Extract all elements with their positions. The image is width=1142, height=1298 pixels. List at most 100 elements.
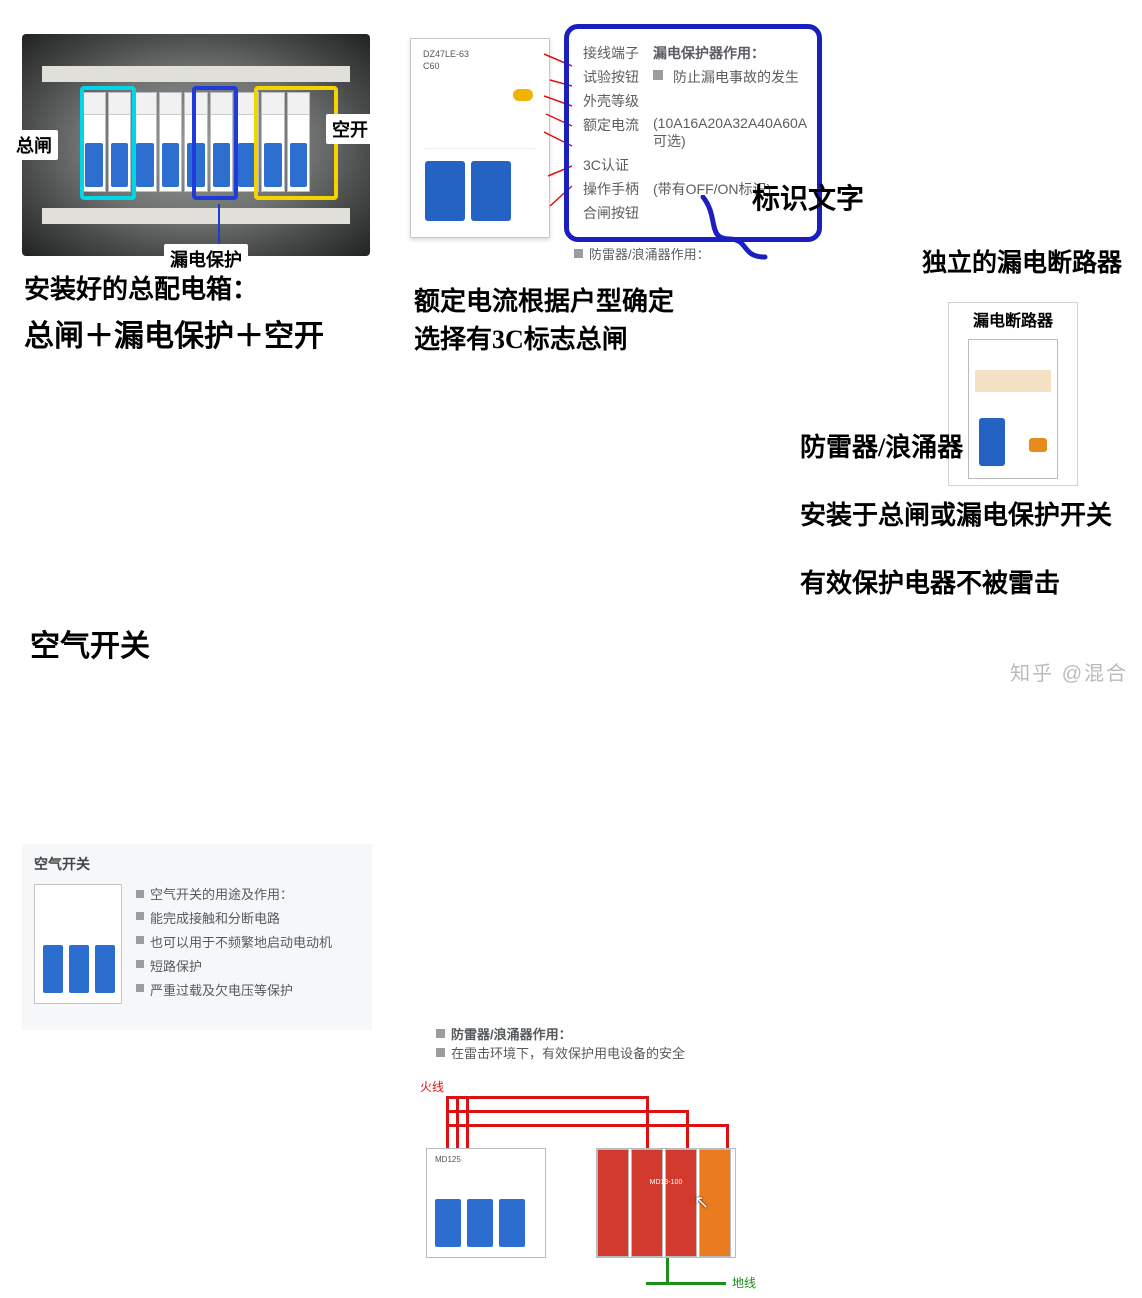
- rcbo-caption-1: 额定电流根据户型确定: [414, 284, 674, 320]
- rcbo-test-button: [513, 89, 533, 101]
- cursor-icon: ↖: [694, 1192, 709, 1213]
- wire-ground: [646, 1282, 726, 1285]
- air-item: 能完成接触和分断电路: [136, 908, 332, 927]
- rcd-title: 漏电断路器: [949, 303, 1077, 331]
- mcb-lever: [467, 1199, 493, 1247]
- air-title: 空气开关: [34, 854, 360, 874]
- spec-row: 试验按钮 防止漏电事故的发生: [583, 67, 803, 87]
- air-heading: 空气开关的用途及作用：: [136, 884, 332, 903]
- air-card: 空气开关 空气开关的用途及作用： 能完成接触和分断电路 也可以用于不频繁地启动电…: [22, 844, 372, 1030]
- surge-panel: 防雷器/浪涌器作用： 在雷击环境下，有效保护用电设备的安全 火线 MD125 M…: [396, 1016, 776, 1294]
- top-rail: [42, 66, 350, 82]
- air-device: [34, 884, 122, 1004]
- breaker-row: [82, 92, 310, 192]
- spec-title: 漏电保护器作用：: [653, 43, 765, 63]
- wire-live: [686, 1110, 689, 1150]
- rcd-lever: [979, 418, 1005, 466]
- wire-live: [446, 1110, 686, 1113]
- surge-caption-2: 安装于总闸或漏电保护开关: [800, 498, 1112, 534]
- breaker: [210, 92, 234, 192]
- tag-main: 总闸: [10, 130, 58, 160]
- wire-live: [646, 1096, 649, 1150]
- mcb-block: MD125: [426, 1148, 546, 1258]
- spec-effect: 防止漏电事故的发生: [673, 67, 799, 87]
- rcd-indicator-panel: [975, 370, 1051, 392]
- spd-module: [665, 1149, 697, 1257]
- air-lever: [69, 945, 89, 993]
- surge-desc-title: 防雷器/浪涌器作用：: [436, 1024, 762, 1043]
- rcd-device: [968, 339, 1058, 479]
- wire-ground: [666, 1258, 669, 1282]
- breaker: [261, 92, 285, 192]
- surge-desc-title-text: 防雷器/浪涌器作用：: [451, 1024, 572, 1043]
- air-item-text: 短路保护: [150, 956, 202, 975]
- surge-caption-3: 有效保护电器不被雷击: [800, 566, 1060, 602]
- rcd-panel: 漏电断路器: [948, 302, 1078, 486]
- breaker: [108, 92, 132, 192]
- spd-module: [631, 1149, 663, 1257]
- rcbo-device: DZ47LE-63 C60: [410, 38, 550, 238]
- distbox-panel: 总闸 空开 漏电保护: [22, 34, 370, 256]
- label-ground: 地线: [732, 1274, 756, 1291]
- wire-live: [726, 1124, 729, 1150]
- spec-row: 额定电流(10A16A20A32A40A60A可选): [583, 115, 803, 151]
- distbox-caption-1: 安装好的总配电箱：: [24, 272, 258, 308]
- air-list: 能完成接触和分断电路 也可以用于不频繁地启动电动机 短路保护 严重过载及欠电压等…: [136, 908, 332, 999]
- rcbo-model: DZ47LE-63: [423, 49, 469, 59]
- rcd-test-button: [1029, 438, 1047, 452]
- spec-key: 额定电流: [583, 115, 643, 135]
- surge-caption-1: 防雷器/浪涌器: [800, 430, 963, 466]
- spec-key: 合闸按钮: [583, 203, 643, 223]
- wire-live: [446, 1096, 646, 1099]
- rcbo-subtitle-text: 防雷器/浪涌器作用：: [589, 244, 710, 263]
- rcbo-face: [425, 69, 535, 149]
- wire-live: [446, 1096, 449, 1150]
- air-item-text: 严重过载及欠电压等保护: [150, 980, 293, 999]
- rcbo-lever-1: [425, 161, 465, 221]
- rcd-caption: 独立的漏电断路器: [922, 246, 1122, 281]
- spd-block: MD13-100: [596, 1148, 736, 1258]
- breaker: [82, 92, 106, 192]
- annotation-label: 标识文字: [752, 180, 864, 219]
- air-heading-text: 空气开关的用途及作用：: [150, 884, 293, 903]
- spd-module: [597, 1149, 629, 1257]
- air-item: 严重过载及欠电压等保护: [136, 980, 332, 999]
- label-live: 火线: [420, 1078, 444, 1095]
- bullet-icon: [574, 249, 583, 258]
- spec-key: 外壳等级: [583, 91, 643, 111]
- spec-key: 接线端子: [583, 43, 643, 63]
- rcbo-subtitle: 防雷器/浪涌器作用：: [574, 244, 710, 263]
- wire-live: [456, 1096, 459, 1150]
- air-text-col: 空气开关的用途及作用： 能完成接触和分断电路 也可以用于不频繁地启动电动机 短路…: [136, 884, 332, 1004]
- air-lever: [43, 945, 63, 993]
- tag-mcb: 空开: [326, 114, 374, 144]
- breaker: [287, 92, 311, 192]
- spd-label: MD13-100: [603, 1179, 729, 1186]
- distbox-photo: [22, 34, 370, 256]
- rcbo-lever-2: [471, 161, 511, 221]
- air-caption: 空气开关: [30, 626, 150, 668]
- spec-key: 试验按钮: [583, 67, 643, 87]
- spec-row: 接线端子 漏电保护器作用：: [583, 43, 803, 63]
- spec-key: 3C认证: [583, 155, 643, 175]
- bottom-rail: [42, 208, 350, 224]
- air-item-text: 能完成接触和分断电路: [150, 908, 280, 927]
- spec-row: 外壳等级: [583, 91, 803, 111]
- tag-rcd: 漏电保护: [164, 244, 248, 274]
- surge-wiring: 火线 MD125 MD13-100 地线 ↖: [396, 1068, 776, 1298]
- watermark: 知乎 @混合: [1010, 657, 1128, 686]
- breaker: [184, 92, 208, 192]
- mcb-lever: [435, 1199, 461, 1247]
- distbox-caption-2: 总闸＋漏电保护＋空开: [24, 316, 324, 358]
- spec-row: 3C认证: [583, 155, 803, 175]
- air-item: 也可以用于不频繁地启动电动机: [136, 932, 332, 951]
- wire-live: [466, 1096, 469, 1150]
- surge-desc-line: 在雷击环境下，有效保护用电设备的安全: [436, 1043, 762, 1062]
- air-lever: [95, 945, 115, 993]
- air-item: 短路保护: [136, 956, 332, 975]
- bullet-icon: [136, 890, 144, 898]
- mcb-lever: [499, 1199, 525, 1247]
- rcbo-caption-2: 选择有3C标志总闸: [414, 322, 628, 358]
- breaker: [159, 92, 183, 192]
- surge-desc-line-text: 在雷击环境下，有效保护用电设备的安全: [451, 1043, 685, 1062]
